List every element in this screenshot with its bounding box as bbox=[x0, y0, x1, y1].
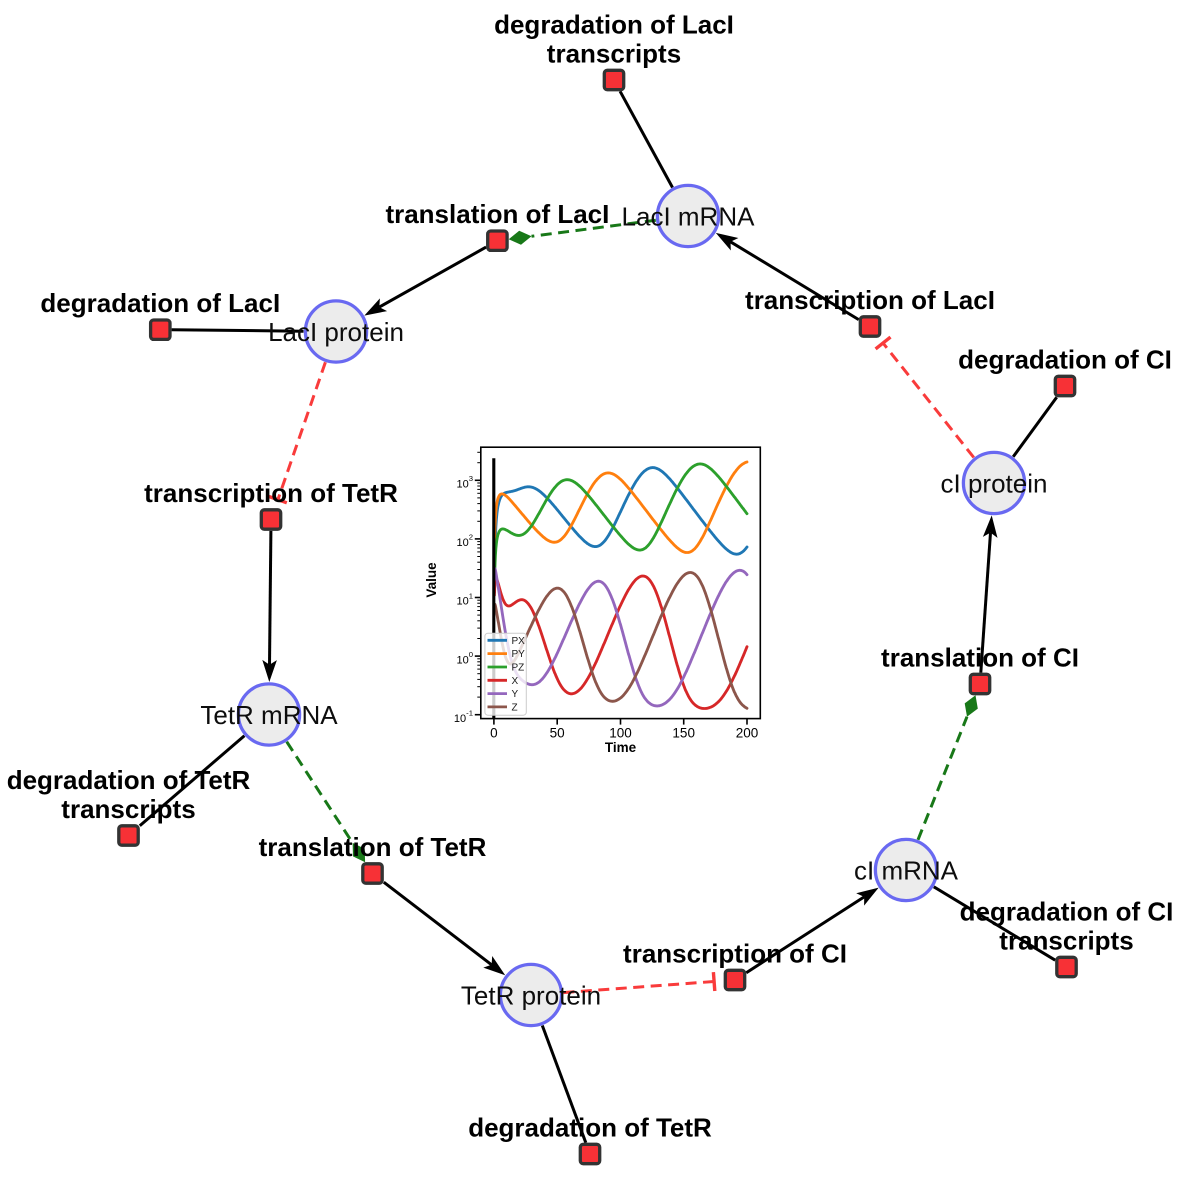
svg-text:transcription of CI: transcription of CI bbox=[623, 939, 847, 969]
svg-text:LacI protein: LacI protein bbox=[268, 317, 404, 347]
svg-text:degradation of CI: degradation of CI bbox=[960, 897, 1174, 927]
svg-text:TetR protein: TetR protein bbox=[461, 981, 601, 1011]
svg-text:transcription of LacI: transcription of LacI bbox=[745, 285, 995, 315]
svg-text:translation of LacI: translation of LacI bbox=[385, 199, 609, 229]
svg-text:translation of CI: translation of CI bbox=[881, 643, 1079, 673]
svg-text:cI mRNA: cI mRNA bbox=[854, 856, 959, 886]
svg-text:Time: Time bbox=[605, 740, 637, 755]
svg-text:degradation of CI: degradation of CI bbox=[958, 345, 1172, 375]
svg-text:cI protein: cI protein bbox=[941, 469, 1048, 499]
svg-text:transcripts: transcripts bbox=[61, 794, 195, 824]
svg-text:0: 0 bbox=[490, 726, 498, 741]
svg-text:Value: Value bbox=[424, 562, 439, 598]
svg-text:translation of TetR: translation of TetR bbox=[259, 832, 487, 862]
svg-text:PX: PX bbox=[512, 636, 526, 647]
svg-text:150: 150 bbox=[672, 726, 695, 741]
svg-text:Z: Z bbox=[512, 703, 518, 714]
svg-text:Y: Y bbox=[512, 689, 519, 700]
svg-text:degradation of TetR: degradation of TetR bbox=[7, 765, 251, 795]
svg-text:TetR mRNA: TetR mRNA bbox=[200, 700, 338, 730]
svg-text:100: 100 bbox=[609, 726, 632, 741]
svg-text:transcription of TetR: transcription of TetR bbox=[144, 478, 398, 508]
svg-text:degradation of TetR: degradation of TetR bbox=[468, 1113, 712, 1143]
svg-text:transcripts: transcripts bbox=[547, 39, 681, 69]
svg-text:PY: PY bbox=[512, 649, 526, 660]
svg-text:200: 200 bbox=[736, 726, 759, 741]
svg-text:PZ: PZ bbox=[512, 663, 525, 674]
svg-text:transcripts: transcripts bbox=[999, 926, 1133, 956]
svg-text:degradation of LacI: degradation of LacI bbox=[494, 10, 734, 40]
svg-text:X: X bbox=[512, 676, 519, 687]
svg-text:LacI mRNA: LacI mRNA bbox=[622, 202, 756, 232]
svg-text:degradation of LacI: degradation of LacI bbox=[40, 288, 280, 318]
svg-text:50: 50 bbox=[550, 726, 565, 741]
